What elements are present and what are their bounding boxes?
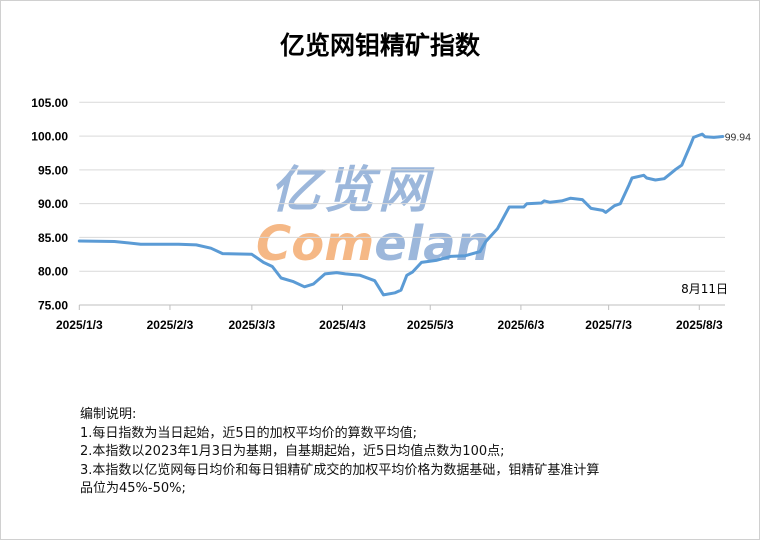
notes-heading: 编制说明:: [80, 407, 137, 422]
x-tick-label: 2025/1/3: [56, 318, 103, 332]
notes-line: 品位为45%-50%;: [80, 481, 186, 496]
x-tick-label: 2025/2/3: [147, 318, 194, 332]
y-tick-label: 75.00: [38, 299, 68, 313]
watermark-logo-latin: Comelan: [256, 216, 490, 272]
x-tick-label: 2025/3/3: [228, 318, 275, 332]
notes: 编制说明: 1.每日指数为当日起始，近5日的加权平均价的算数平均值; 2.本指数…: [80, 406, 690, 499]
series-line: [77, 132, 725, 297]
y-tick-label: 95.00: [38, 163, 68, 177]
date-annotation: 8月11日: [681, 282, 728, 296]
x-tick-label: 2025/8/3: [676, 318, 723, 332]
x-tick-label: 2025/4/3: [319, 318, 366, 332]
watermark-logo-text: 亿览网: [270, 161, 432, 219]
y-tick-label: 80.00: [38, 265, 68, 279]
notes-line: 1.每日指数为当日起始，近5日的加权平均价的算数平均值;: [80, 425, 418, 441]
end-value-label: 99.94: [725, 131, 751, 143]
y-tick-label: 105.00: [31, 96, 68, 110]
notes-line: 2.本指数以2023年1月3日为基期，自基期起始，近5日均值点数为100点;: [80, 444, 505, 459]
chart-title: 亿览网钼精矿指数: [279, 31, 480, 60]
x-tick-label: 2025/5/3: [407, 318, 454, 332]
y-tick-label: 100.00: [31, 130, 68, 144]
x-tick-label: 2025/7/3: [585, 318, 632, 332]
notes-line: 3.本指数以亿览网每日均价和每日钼精矿成交的加权平均价格为数据基础，钼精矿基准计…: [80, 462, 600, 478]
x-tick-label: 2025/6/3: [498, 318, 545, 332]
y-tick-label: 85.00: [38, 231, 68, 245]
y-tick-label: 90.00: [38, 197, 68, 211]
